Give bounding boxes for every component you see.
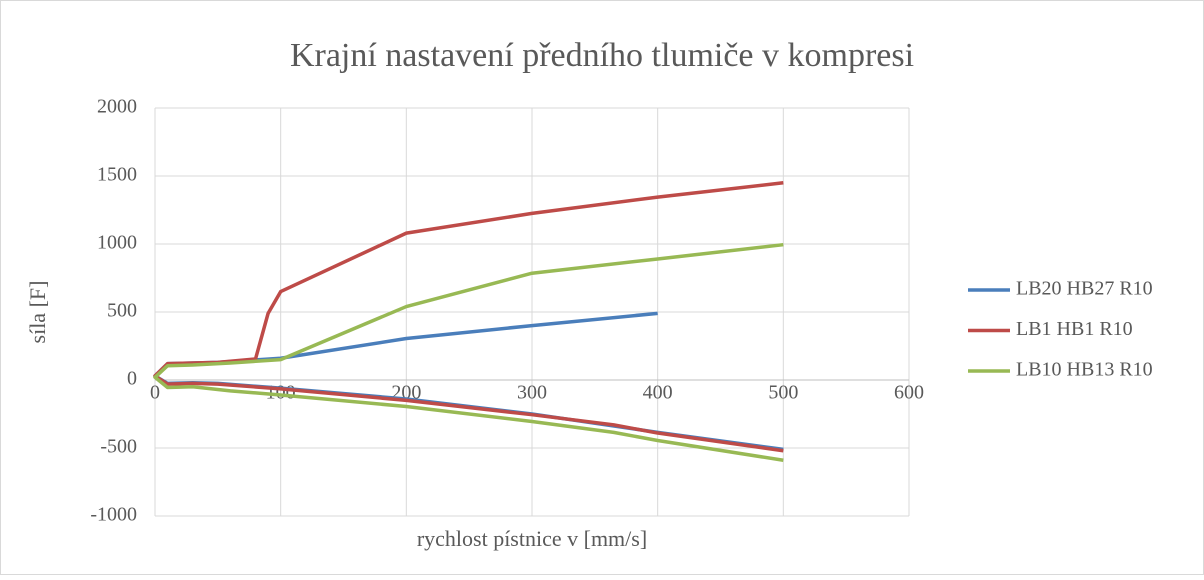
x-tick-label: 300 bbox=[517, 382, 547, 404]
y-tick-label: 0 bbox=[127, 368, 137, 390]
y-tick-label: 1500 bbox=[97, 164, 137, 186]
y-tick-label: 1000 bbox=[97, 232, 137, 254]
x-axis-label: rychlost pístnice v [mm/s] bbox=[417, 526, 647, 551]
y-tick-label: 2000 bbox=[97, 96, 137, 118]
legend-label: LB20 HB27 R10 bbox=[1016, 278, 1153, 300]
series-line bbox=[153, 242, 784, 462]
x-tick-label: 400 bbox=[643, 382, 673, 404]
chart-title: Krajní nastavení předního tlumiče v komp… bbox=[290, 37, 914, 74]
y-tick-label: -1000 bbox=[90, 504, 137, 526]
y-axis-label: síla [F] bbox=[25, 281, 50, 344]
legend-label: LB1 HB1 R10 bbox=[1016, 318, 1133, 340]
x-tick-label: 0 bbox=[150, 382, 160, 404]
y-tick-label: -500 bbox=[100, 436, 137, 458]
x-tick-label: 600 bbox=[894, 382, 924, 404]
legend-label: LB10 HB13 R10 bbox=[1016, 359, 1153, 381]
y-tick-label: 500 bbox=[107, 300, 137, 322]
x-tick-label: 500 bbox=[768, 382, 798, 404]
